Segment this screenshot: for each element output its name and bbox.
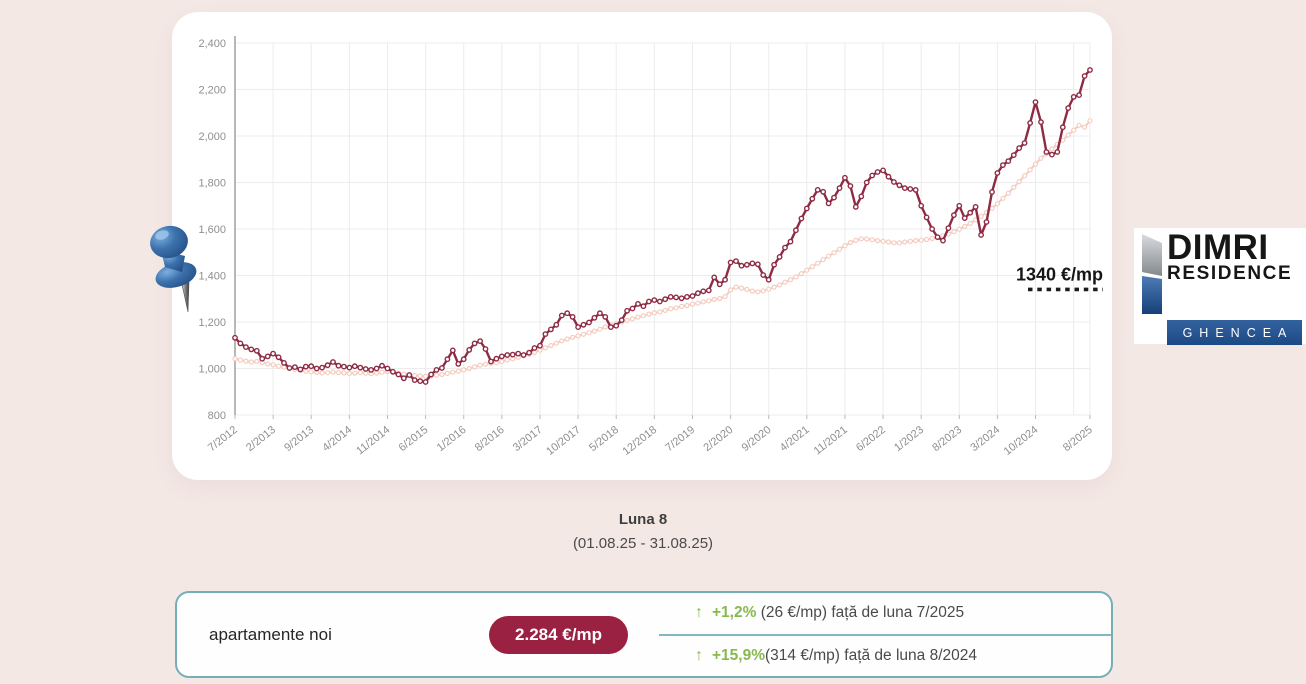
- svg-text:2/2020: 2/2020: [702, 424, 736, 454]
- logo-banner: GHENCEA: [1167, 320, 1302, 345]
- svg-text:6/2015: 6/2015: [397, 424, 431, 454]
- summary-label: apartamente noi: [209, 624, 332, 644]
- svg-text:2,400: 2,400: [198, 38, 226, 50]
- comparison-pct: +1,2%: [712, 604, 757, 622]
- comparison-text: (314 €/mp) față de luna 8/2024: [765, 646, 977, 664]
- svg-text:6/2022: 6/2022: [854, 424, 888, 454]
- svg-text:1,800: 1,800: [198, 178, 226, 190]
- period-month: Luna 8: [618, 511, 668, 528]
- summary-badge-zone: 2.284 €/mp: [489, 593, 659, 676]
- svg-text:10/2024: 10/2024: [1002, 424, 1041, 458]
- svg-text:3/2024: 3/2024: [968, 424, 1002, 454]
- svg-text:3/2017: 3/2017: [511, 424, 545, 454]
- svg-text:7/2012: 7/2012: [206, 424, 240, 454]
- svg-text:8/2025: 8/2025: [1061, 424, 1095, 454]
- up-arrow-icon: ↑: [695, 604, 703, 622]
- up-arrow-icon: ↑: [695, 646, 703, 664]
- period-caption: Luna 8 (01.08.25 - 31.08.25): [443, 511, 843, 552]
- svg-text:10/2017: 10/2017: [544, 424, 583, 458]
- comparison-row-year: ↑ +15,9% (314 €/mp) față de luna 8/2024: [659, 636, 1111, 677]
- svg-text:2,000: 2,000: [198, 131, 226, 143]
- svg-text:4/2014: 4/2014: [320, 424, 354, 454]
- svg-text:1,000: 1,000: [198, 364, 226, 376]
- building-icon: [1142, 234, 1162, 314]
- svg-text:12/2018: 12/2018: [620, 424, 659, 458]
- logo-subtitle: RESIDENCE: [1167, 263, 1293, 285]
- comparison-pct: +15,9%: [712, 646, 766, 664]
- pushpin-icon: [143, 222, 209, 318]
- svg-text:4/2021: 4/2021: [778, 424, 812, 454]
- svg-text:9/2020: 9/2020: [740, 424, 774, 454]
- svg-text:1340 €/mp: 1340 €/mp: [1016, 264, 1103, 284]
- logo-title: DIMRI: [1167, 228, 1269, 267]
- svg-text:1,200: 1,200: [198, 317, 226, 329]
- summary-comparisons: ↑ +1,2% (26 €/mp) față de luna 7/2025 ↑ …: [659, 593, 1111, 676]
- price-evolution-chart: 800 1,000 1,200 1,400 1,600 1,800 2,000 2,200 2,…: [198, 36, 1103, 458]
- svg-text:7/2019: 7/2019: [663, 424, 697, 454]
- svg-text:2,200: 2,200: [198, 85, 226, 97]
- dimri-logo: DIMRI RESIDENCE GHENCEA: [1134, 228, 1306, 345]
- svg-text:8/2016: 8/2016: [473, 424, 507, 454]
- svg-text:5/2018: 5/2018: [587, 424, 621, 454]
- svg-text:1/2023: 1/2023: [892, 424, 926, 454]
- svg-text:8/2023: 8/2023: [930, 424, 964, 454]
- comparison-row-month: ↑ +1,2% (26 €/mp) față de luna 7/2025: [659, 593, 1111, 636]
- svg-text:9/2013: 9/2013: [282, 424, 316, 454]
- price-badge: 2.284 €/mp: [489, 615, 628, 654]
- price-chart-card: 800 1,000 1,200 1,400 1,600 1,800 2,000 2,200 2,…: [172, 12, 1112, 480]
- svg-text:1,600: 1,600: [198, 224, 226, 236]
- svg-text:2/2013: 2/2013: [244, 424, 278, 454]
- summary-card: apartamente noi 2.284 €/mp ↑ +1,2% (26 €…: [175, 591, 1113, 678]
- svg-text:11/2014: 11/2014: [354, 424, 392, 457]
- svg-text:11/2021: 11/2021: [812, 424, 850, 457]
- svg-text:800: 800: [208, 410, 226, 422]
- svg-text:1,400: 1,400: [198, 271, 226, 283]
- svg-text:1/2016: 1/2016: [435, 424, 469, 454]
- comparison-text: (26 €/mp) față de luna 7/2025: [756, 604, 965, 622]
- period-date-range: (01.08.25 - 31.08.25): [572, 535, 714, 552]
